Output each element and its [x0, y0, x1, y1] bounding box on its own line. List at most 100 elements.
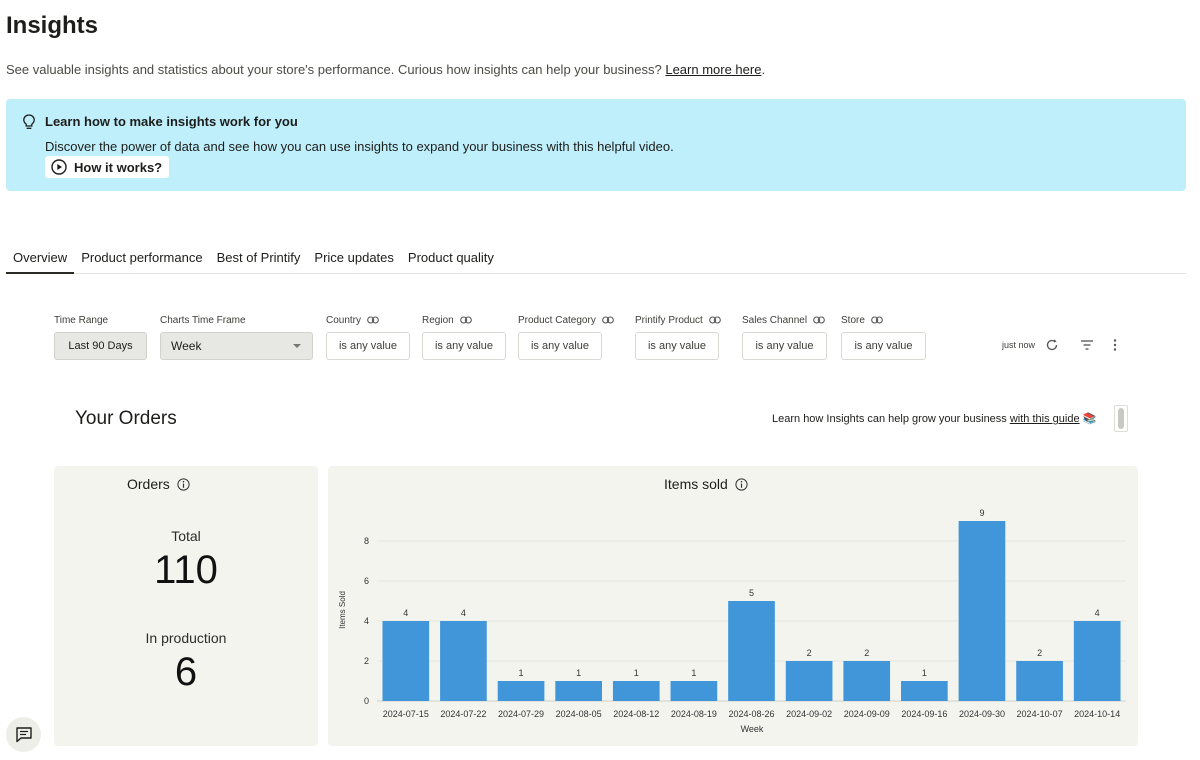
bar-2024-09-09[interactable] — [843, 661, 891, 701]
link-icon — [813, 316, 825, 324]
bar-2024-10-07[interactable] — [1016, 661, 1063, 701]
bar-2024-10-14[interactable] — [1073, 621, 1121, 701]
store-filter-input[interactable]: is any value — [841, 332, 926, 360]
bar-2024-07-29[interactable] — [497, 681, 545, 701]
items-sold-card: Items sold 0 2 4 6 8 4 2024-07-15 4 2024-07-22 1… — [328, 466, 1138, 746]
filter-icon[interactable] — [1080, 338, 1094, 352]
bar-value-label: 2 — [864, 648, 869, 658]
scrollbar-thumb[interactable] — [1118, 408, 1124, 429]
guide-link[interactable]: with this guide — [1009, 413, 1080, 425]
bar-2024-08-12[interactable] — [612, 681, 660, 701]
page-subtitle: See valuable insights and statistics abo… — [6, 62, 765, 77]
in-production-value: 6 — [174, 650, 198, 694]
product-category-filter-input[interactable]: is any value — [518, 332, 602, 360]
books-emoji-icon: 📚 — [1082, 413, 1097, 425]
bar-value-label: 1 — [634, 668, 639, 678]
time-range-select[interactable]: Last 90 Days — [54, 332, 147, 360]
link-icon — [601, 316, 614, 324]
filter-time-range-label: Time Range — [54, 314, 109, 326]
filter-charts-time-frame: Charts Time Frame Week — [160, 314, 313, 360]
play-circle-icon — [51, 159, 67, 175]
guide-text: Learn how Insights can help grow your bu… — [772, 412, 1096, 425]
tab-product-quality[interactable]: Product quality — [407, 250, 494, 265]
x-tick-label: 2024-08-26 — [728, 709, 774, 719]
tab-overview[interactable]: Overview — [6, 247, 75, 274]
y-tick-label: 6 — [364, 576, 369, 586]
page-subtitle-text: See valuable insights and statistics abo… — [6, 62, 666, 77]
chevron-down-icon — [293, 344, 301, 348]
filter-printify-product: Printify Product is any value — [635, 314, 721, 360]
bar-value-label: 1 — [576, 668, 581, 678]
x-tick-label: 2024-07-22 — [440, 709, 486, 719]
bar-value-label: 2 — [807, 648, 812, 658]
filter-sales-channel-label: Sales Channel — [742, 314, 808, 326]
tab-best-of-printify[interactable]: Best of Printify — [216, 250, 301, 265]
bar-2024-09-02[interactable] — [785, 661, 833, 701]
x-tick-label: 2024-09-09 — [844, 709, 890, 719]
x-tick-label: 2024-07-29 — [498, 709, 544, 719]
items-sold-chart: 0 2 4 6 8 4 2024-07-15 4 2024-07-22 1 2024-07-29 1… — [338, 508, 1126, 734]
banner-text: Discover the power of data and see how y… — [45, 139, 674, 154]
bar-2024-08-19[interactable] — [670, 681, 718, 701]
bar-2024-07-22[interactable] — [440, 621, 487, 701]
bar-value-label: 1 — [922, 668, 927, 678]
tab-price-updates[interactable]: Price updates — [314, 250, 394, 265]
info-icon[interactable] — [177, 477, 190, 491]
lightbulb-icon — [23, 114, 35, 129]
orders-card-title: Orders — [127, 476, 170, 492]
bar-2024-09-30[interactable] — [958, 521, 1006, 701]
printify-product-filter-input[interactable]: is any value — [635, 332, 719, 360]
filter-store-label: Store — [841, 314, 865, 326]
y-tick-label: 2 — [364, 656, 369, 666]
filter-sales-channel: Sales Channel is any value — [742, 314, 827, 360]
link-icon — [367, 316, 379, 324]
link-icon — [871, 316, 883, 324]
in-production-label: In production — [145, 630, 227, 646]
guide-text-label: Learn how Insights can help grow your bu… — [772, 413, 1010, 425]
bar-2024-07-15[interactable] — [382, 621, 430, 701]
region-filter-input[interactable]: is any value — [422, 332, 506, 360]
filter-time-range: Time Range Last 90 Days — [54, 314, 147, 360]
bar-2024-08-26[interactable] — [728, 601, 775, 701]
bar-value-label: 4 — [403, 608, 408, 618]
country-filter-input[interactable]: is any value — [326, 332, 410, 360]
bar-value-label: 9 — [979, 508, 984, 518]
bar-value-label: 1 — [519, 668, 524, 678]
bar-2024-09-16[interactable] — [901, 681, 948, 701]
bar-2024-08-05[interactable] — [555, 681, 602, 701]
y-axis-label: Items Sold — [338, 591, 347, 629]
insights-tabs: Overview Product performance Best of Pri… — [6, 247, 1186, 274]
filter-region-label: Region — [422, 314, 454, 326]
filter-product-category: Product Category is any value — [518, 314, 614, 360]
charts-time-frame-select[interactable]: Week — [160, 332, 313, 360]
x-axis-label: Week — [741, 724, 764, 734]
learn-more-link[interactable]: Learn more here — [665, 62, 762, 77]
info-icon[interactable] — [735, 477, 748, 491]
last-updated-text: just now — [1002, 340, 1036, 350]
y-tick-label: 8 — [364, 536, 369, 546]
sales-channel-filter-input[interactable]: is any value — [742, 332, 827, 360]
x-tick-label: 2024-10-14 — [1074, 709, 1120, 719]
chat-button[interactable] — [6, 717, 41, 752]
how-it-works-label: How it works? — [74, 159, 163, 175]
dashboard-tools: just now — [1002, 338, 1118, 352]
x-tick-label: 2024-10-07 — [1017, 709, 1063, 719]
chat-icon — [15, 727, 32, 743]
bar-value-label: 1 — [691, 668, 696, 678]
filter-country-label: Country — [326, 314, 362, 326]
filter-printify-product-label: Printify Product — [635, 314, 703, 326]
filter-store: Store is any value — [841, 314, 926, 360]
how-it-works-button[interactable]: How it works? — [45, 156, 170, 178]
link-icon — [459, 316, 472, 324]
charts-time-frame-value: Week — [171, 339, 202, 353]
refresh-icon[interactable] — [1045, 338, 1059, 352]
more-options-icon[interactable] — [1112, 338, 1118, 352]
scrollbar[interactable] — [1114, 405, 1128, 432]
x-tick-label: 2024-09-30 — [959, 709, 1005, 719]
items-sold-title: Items sold — [664, 476, 728, 492]
tab-product-performance[interactable]: Product performance — [81, 250, 203, 265]
x-tick-label: 2024-08-05 — [556, 709, 602, 719]
bar-value-label: 2 — [1037, 648, 1042, 658]
orders-card: Orders Total 110 In production 6 — [54, 466, 318, 746]
bar-value-label: 4 — [1095, 608, 1100, 618]
